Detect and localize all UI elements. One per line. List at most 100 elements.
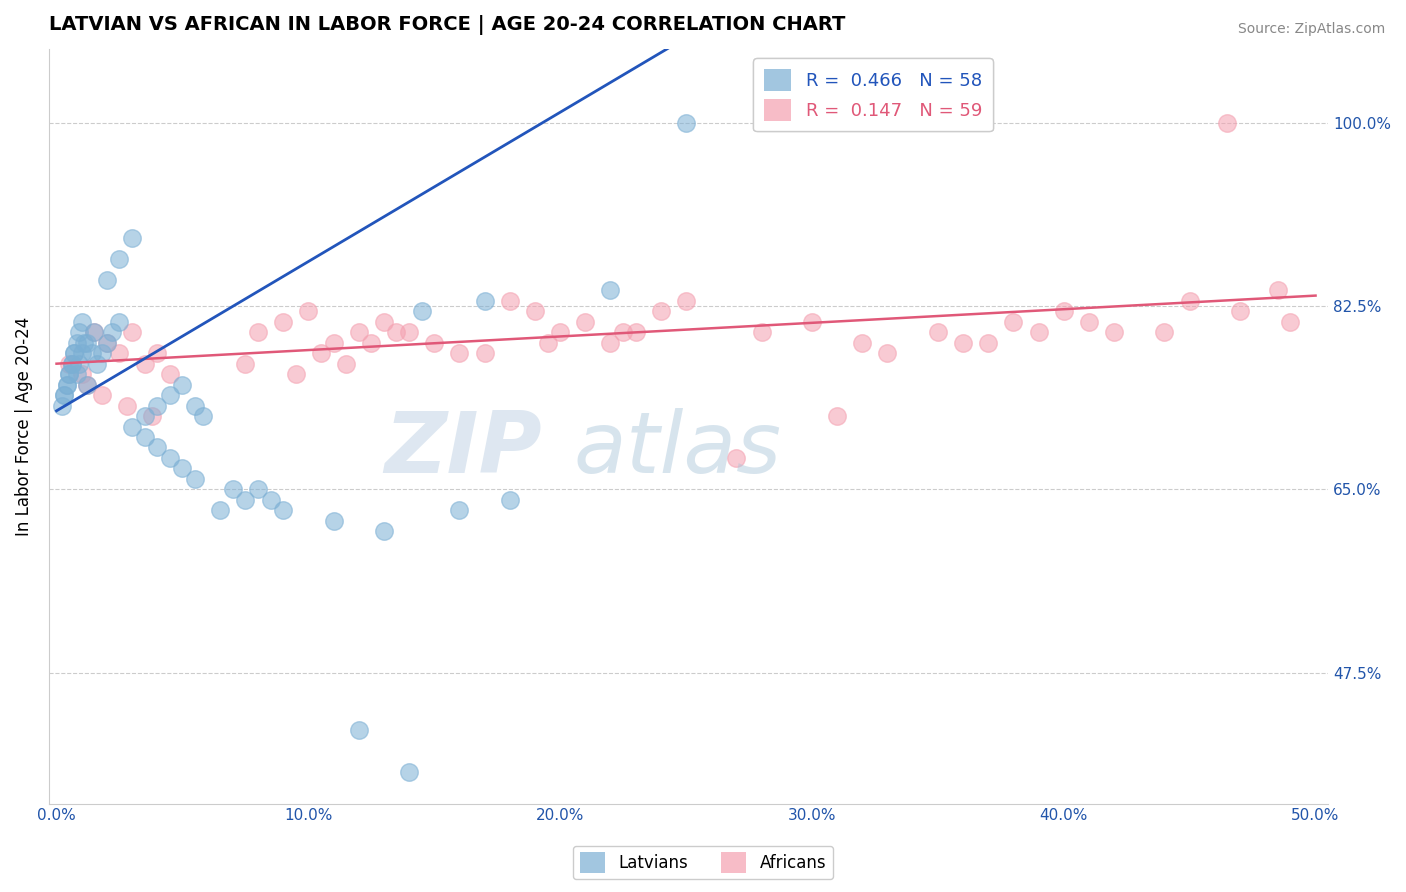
- Point: [675, 293, 697, 308]
- Point: [63, 346, 86, 360]
- Point: [347, 325, 370, 339]
- Point: [159, 367, 181, 381]
- Point: [80, 346, 103, 360]
- Point: [76, 335, 98, 350]
- Point: [172, 377, 194, 392]
- Point: [53, 388, 76, 402]
- Point: [800, 315, 823, 329]
- Point: [90, 346, 112, 360]
- Point: [1229, 304, 1251, 318]
- Point: [96, 335, 118, 350]
- Point: [235, 492, 257, 507]
- Point: [1153, 325, 1175, 339]
- Point: [63, 346, 86, 360]
- Point: [612, 325, 634, 339]
- Point: [172, 461, 194, 475]
- Text: Source: ZipAtlas.com: Source: ZipAtlas.com: [1237, 22, 1385, 37]
- Point: [1279, 315, 1302, 329]
- Point: [599, 284, 621, 298]
- Point: [121, 231, 143, 245]
- Point: [58, 357, 80, 371]
- Point: [60, 357, 83, 371]
- Point: [1053, 304, 1076, 318]
- Point: [134, 357, 156, 371]
- Point: [83, 325, 105, 339]
- Point: [191, 409, 214, 423]
- Point: [73, 335, 96, 350]
- Text: LATVIAN VS AFRICAN IN LABOR FORCE | AGE 20-24 CORRELATION CHART: LATVIAN VS AFRICAN IN LABOR FORCE | AGE …: [49, 15, 845, 35]
- Point: [134, 409, 156, 423]
- Point: [1178, 293, 1201, 308]
- Point: [70, 367, 93, 381]
- Point: [53, 388, 76, 402]
- Point: [96, 335, 118, 350]
- Point: [51, 399, 73, 413]
- Point: [246, 483, 269, 497]
- Point: [347, 723, 370, 738]
- Point: [259, 492, 281, 507]
- Point: [675, 116, 697, 130]
- Point: [141, 409, 163, 423]
- Point: [297, 304, 319, 318]
- Legend: Latvians, Africans: Latvians, Africans: [574, 846, 832, 880]
- Text: ZIP: ZIP: [384, 408, 541, 491]
- Point: [423, 335, 446, 350]
- Point: [70, 346, 93, 360]
- Point: [1028, 325, 1050, 339]
- Point: [309, 346, 332, 360]
- Point: [548, 325, 571, 339]
- Point: [876, 346, 898, 360]
- Legend: R =  0.466   N = 58, R =  0.147   N = 59: R = 0.466 N = 58, R = 0.147 N = 59: [754, 59, 993, 131]
- Point: [360, 335, 382, 350]
- Point: [76, 377, 98, 392]
- Point: [96, 273, 118, 287]
- Point: [322, 514, 344, 528]
- Point: [60, 357, 83, 371]
- Point: [101, 325, 124, 339]
- Point: [851, 335, 873, 350]
- Point: [499, 492, 522, 507]
- Point: [385, 325, 408, 339]
- Point: [335, 357, 357, 371]
- Point: [159, 450, 181, 465]
- Point: [499, 293, 522, 308]
- Point: [55, 377, 77, 392]
- Point: [1102, 325, 1125, 339]
- Point: [1002, 315, 1025, 329]
- Point: [121, 419, 143, 434]
- Point: [624, 325, 647, 339]
- Point: [449, 503, 471, 517]
- Point: [76, 377, 98, 392]
- Point: [58, 367, 80, 381]
- Point: [66, 335, 89, 350]
- Point: [184, 472, 207, 486]
- Point: [952, 335, 974, 350]
- Point: [86, 357, 108, 371]
- Point: [55, 377, 77, 392]
- Point: [246, 325, 269, 339]
- Point: [235, 357, 257, 371]
- Point: [108, 315, 131, 329]
- Point: [222, 483, 245, 497]
- Point: [271, 503, 294, 517]
- Point: [1267, 284, 1289, 298]
- Point: [927, 325, 949, 339]
- Point: [411, 304, 433, 318]
- Point: [58, 367, 80, 381]
- Point: [284, 367, 307, 381]
- Point: [90, 388, 112, 402]
- Point: [146, 441, 169, 455]
- Point: [108, 252, 131, 266]
- Point: [70, 315, 93, 329]
- Point: [322, 335, 344, 350]
- Point: [115, 399, 138, 413]
- Point: [209, 503, 232, 517]
- Point: [536, 335, 558, 350]
- Point: [67, 325, 90, 339]
- Point: [159, 388, 181, 402]
- Point: [1077, 315, 1099, 329]
- Point: [474, 346, 496, 360]
- Point: [373, 315, 395, 329]
- Point: [751, 325, 773, 339]
- Point: [650, 304, 672, 318]
